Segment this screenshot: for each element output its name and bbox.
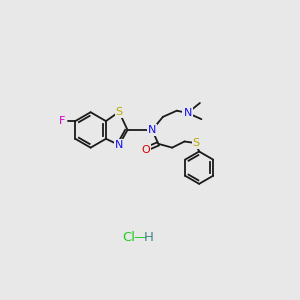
Text: H: H <box>144 231 154 244</box>
Text: Cl: Cl <box>123 231 136 244</box>
Text: N: N <box>183 108 192 118</box>
Text: S: S <box>116 107 123 117</box>
Text: F: F <box>59 116 65 126</box>
Text: —: — <box>133 231 146 244</box>
Text: N: N <box>148 125 156 135</box>
Text: O: O <box>142 145 150 155</box>
Text: S: S <box>193 138 200 148</box>
Text: N: N <box>115 140 123 150</box>
